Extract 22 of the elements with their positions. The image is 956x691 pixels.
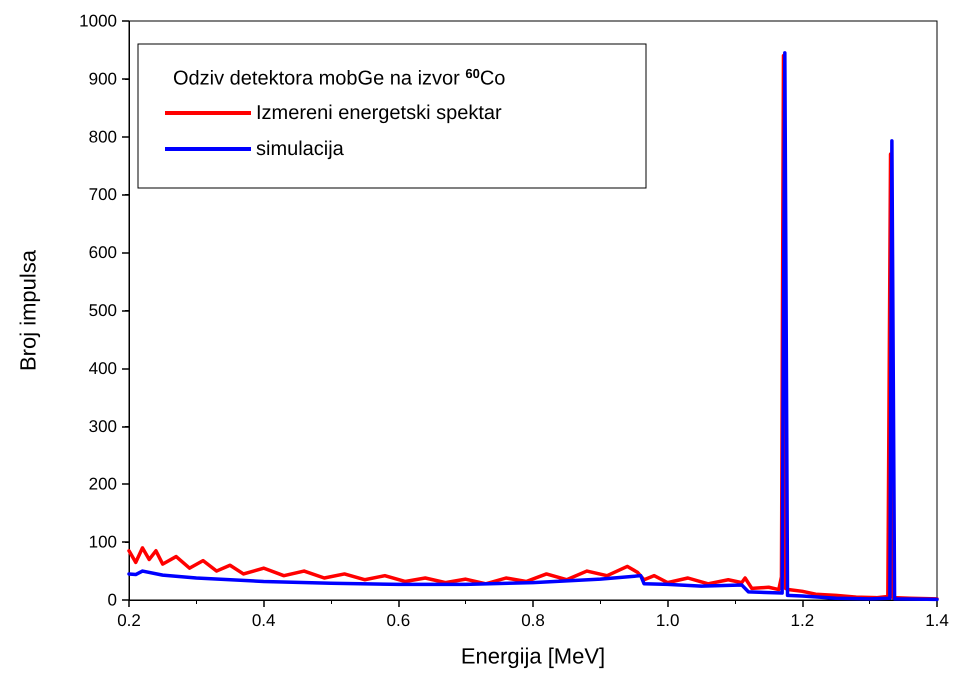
legend-label: Izmereni energetski spektar [256,102,502,124]
y-tick-label: 200 [88,474,117,494]
x-tick-label: 1.0 [656,611,680,630]
y-axis-title: Broj impulsa [16,249,40,372]
legend-label: simulacija [256,138,345,160]
y-tick-label: 300 [88,416,117,436]
x-tick-label: 0.8 [521,611,545,630]
y-tick-label: 600 [88,243,117,262]
y-tick-label: 400 [88,358,117,378]
y-tick-label: 0 [108,590,117,610]
x-tick-label: 1.4 [925,611,949,630]
y-tick-label: 700 [88,185,117,204]
y-tick-label: 100 [88,532,117,552]
y-tick-label: 900 [88,69,117,88]
x-tick-label: 1.2 [790,611,814,630]
x-axis-title: Energija [MeV] [460,644,606,668]
x-tick-label: 0.4 [252,611,276,630]
x-tick-label: 0.6 [386,611,410,630]
y-tick-label: 1000 [79,12,117,30]
y-tick-label: 500 [88,301,117,320]
x-tick-label: 0.2 [117,611,141,630]
y-tick-label: 800 [88,127,117,146]
